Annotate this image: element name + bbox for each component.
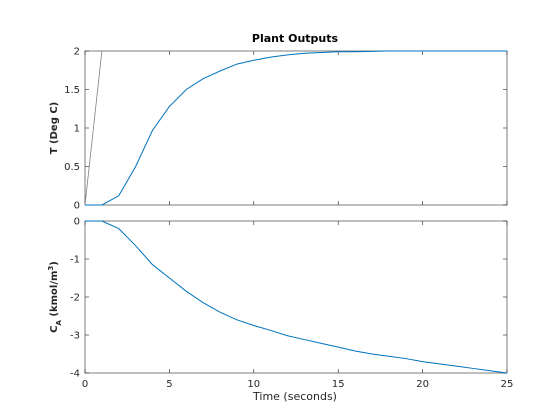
x-tick-label: 15 <box>332 379 345 390</box>
y-tick-label: 1 <box>74 124 80 135</box>
concentration-output-line <box>85 220 508 374</box>
y-tick-label: 0.5 <box>64 162 80 173</box>
concentration-ylabel: CA (kmol/m3) <box>47 261 63 333</box>
time-tick-labels: 0 5 10 15 20 25 <box>82 379 514 390</box>
temperature-ylabel: T (Deg C) <box>49 102 60 155</box>
concentration-axes-lines <box>85 220 508 374</box>
temperature-axes: 0 0.5 1 1.5 2 T (Deg C) <box>49 47 508 212</box>
y-tick-label: 1.5 <box>64 85 80 96</box>
temperature-output-line <box>85 50 507 206</box>
y-tick-label: -1 <box>70 255 80 266</box>
x-tick-label: 10 <box>247 379 260 390</box>
y-tick-label: 0 <box>74 217 80 228</box>
chart-title: Plant Outputs <box>252 32 339 45</box>
y-tick-label: -4 <box>70 369 80 380</box>
time-xlabel: Time (seconds) <box>252 390 337 403</box>
y-tick-label: -2 <box>70 293 80 304</box>
y-tick-label: -3 <box>70 331 80 342</box>
concentration-axes: -4 -3 -2 -1 0 CA (kmol/m3) 0 5 10 15 20 25 Time (… <box>47 217 513 404</box>
temperature-axes-lines <box>84 50 507 206</box>
x-tick-label: 0 <box>82 379 88 390</box>
x-tick-label: 20 <box>416 379 429 390</box>
temperature-axes-ticks: 0 0.5 1 1.5 2 <box>64 47 508 212</box>
y-tick-label: 2 <box>74 47 80 58</box>
x-tick-label: 25 <box>501 379 514 390</box>
y-tick-label: 0 <box>74 201 80 212</box>
x-tick-label: 5 <box>166 379 172 390</box>
